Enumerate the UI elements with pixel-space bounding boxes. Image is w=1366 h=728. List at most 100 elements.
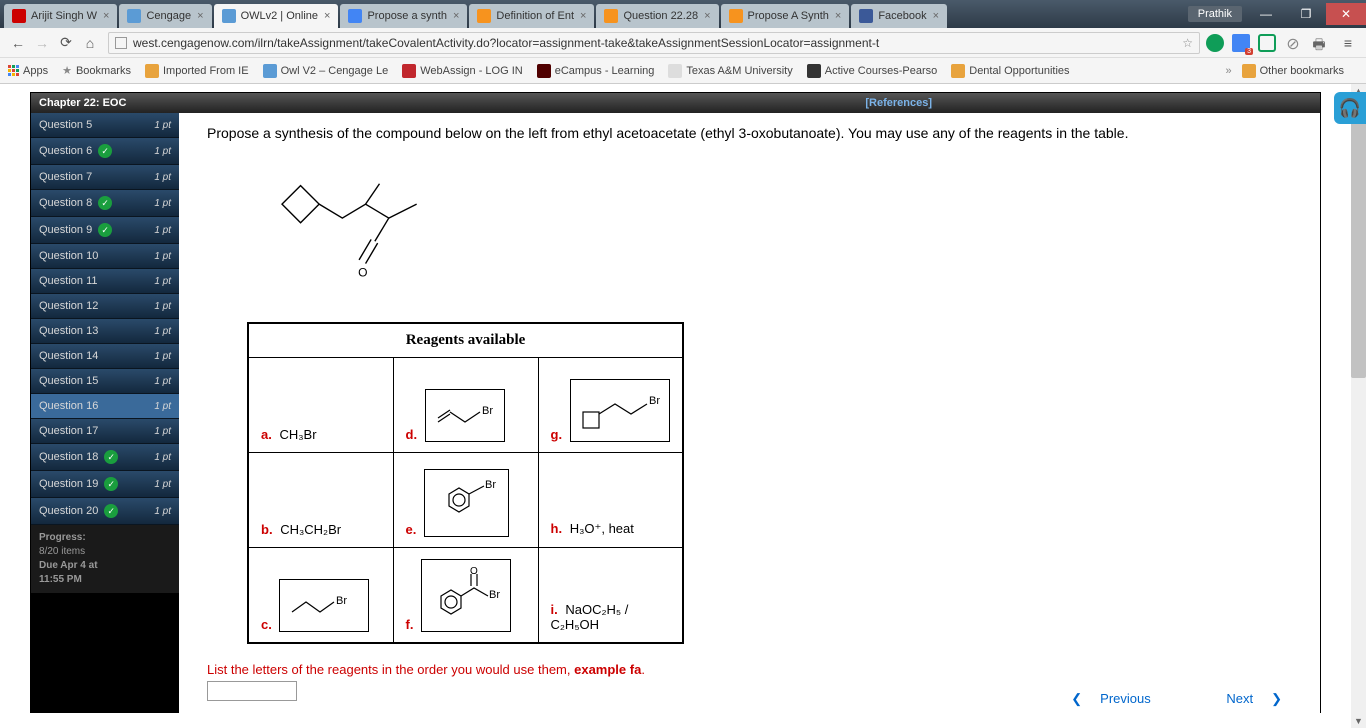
chapter-title: Chapter 22: EOC <box>39 97 126 109</box>
bookmark-item[interactable]: Active Courses-Pearso <box>807 64 938 78</box>
bookmarks-overflow[interactable]: » <box>1226 65 1232 77</box>
reagent-d: d. Br <box>393 358 538 453</box>
bookmark-item[interactable]: eCampus - Learning <box>537 64 655 78</box>
menu-button[interactable]: ≡ <box>1336 31 1360 55</box>
question-label: Question 15 <box>39 375 98 387</box>
question-label: Question 20 <box>39 505 98 517</box>
browser-tab[interactable]: Cengage× <box>119 4 211 28</box>
question-label: Question 13 <box>39 325 98 337</box>
answer-input[interactable] <box>207 681 297 701</box>
question-item[interactable]: Question 18✓1 pt <box>31 444 179 471</box>
bookmark-icon <box>537 64 551 78</box>
user-badge[interactable]: Prathik <box>1188 6 1242 22</box>
bookmark-item[interactable]: Owl V2 – Cengage Le <box>263 64 389 78</box>
maximize-button[interactable]: ❐ <box>1286 3 1326 25</box>
reagent-g: g. Br <box>538 358 683 453</box>
browser-tab[interactable]: Definition of Ent× <box>469 4 594 28</box>
bookmark-item[interactable]: Dental Opportunities <box>951 64 1069 78</box>
question-item[interactable]: Question 161 pt <box>31 394 179 419</box>
star-icon: ★ <box>62 64 72 77</box>
tab-close-icon[interactable]: × <box>103 10 109 22</box>
answer-instruction: List the letters of the reagents in the … <box>207 662 1292 677</box>
reagent-f: f. OBr <box>393 548 538 643</box>
check-icon: ✓ <box>104 450 118 464</box>
question-item[interactable]: Question 111 pt <box>31 269 179 294</box>
question-points: 1 pt <box>154 401 171 412</box>
question-label: Question 19 <box>39 478 98 490</box>
ext-icon-1[interactable] <box>1206 34 1224 52</box>
reload-button[interactable]: ⟳ <box>54 31 78 55</box>
reagent-e: e. Br <box>393 453 538 548</box>
svg-text:Br: Br <box>649 395 660 407</box>
window-titlebar: Arijit Singh W×Cengage×OWLv2 | Online×Pr… <box>0 0 1366 28</box>
question-label: Question 12 <box>39 300 98 312</box>
star-icon[interactable]: ☆ <box>1182 36 1193 50</box>
browser-tab[interactable]: OWLv2 | Online× <box>214 4 339 28</box>
ext-icon-4[interactable]: ⊘ <box>1284 34 1302 52</box>
question-label: Question 6 <box>39 145 92 157</box>
tab-close-icon[interactable]: × <box>835 10 841 22</box>
next-button[interactable]: Next❯ <box>1208 691 1282 706</box>
question-item[interactable]: Question 8✓1 pt <box>31 190 179 217</box>
question-item[interactable]: Question 171 pt <box>31 419 179 444</box>
question-item[interactable]: Question 9✓1 pt <box>31 217 179 244</box>
question-item[interactable]: Question 141 pt <box>31 344 179 369</box>
back-button[interactable]: ← <box>6 31 30 55</box>
question-item[interactable]: Question 12 1 pt <box>31 294 179 319</box>
bookmark-item[interactable]: Imported From IE <box>145 64 249 78</box>
question-points: 1 pt <box>154 301 171 312</box>
reagent-c: c. Br <box>248 548 393 643</box>
tab-label: Facebook <box>878 10 926 22</box>
tab-close-icon[interactable]: × <box>580 10 586 22</box>
question-points: 1 pt <box>154 251 171 262</box>
home-button[interactable]: ⌂ <box>78 31 102 55</box>
question-points: 1 pt <box>154 506 171 517</box>
browser-tab[interactable]: Facebook × <box>851 4 947 28</box>
tab-close-icon[interactable]: × <box>453 10 459 22</box>
check-icon: ✓ <box>98 223 112 237</box>
page-scrollbar[interactable]: ▲ ▼ <box>1351 84 1366 728</box>
question-label: Question 9 <box>39 224 92 236</box>
tab-close-icon[interactable]: × <box>197 10 203 22</box>
question-item[interactable]: Question 19✓1 pt <box>31 471 179 498</box>
svg-text:Br: Br <box>336 595 347 607</box>
bookmark-item[interactable]: WebAssign - LOG IN <box>402 64 523 78</box>
ext-icon-2[interactable]: 3 <box>1232 34 1250 52</box>
references-link[interactable]: [References] <box>865 97 932 109</box>
close-button[interactable]: ✕ <box>1326 3 1366 25</box>
question-item[interactable]: Question 51 pt <box>31 113 179 138</box>
browser-tab[interactable]: Propose A Synth× <box>721 4 850 28</box>
ext-icon-3[interactable] <box>1258 34 1276 52</box>
question-points: 1 pt <box>154 479 171 490</box>
bookmark-item[interactable]: Texas A&M University <box>668 64 792 78</box>
question-item[interactable]: Question 6✓1 pt <box>31 138 179 165</box>
reagent-i: i. NaOC₂H₅ / C₂H₅OH <box>538 548 683 643</box>
question-item[interactable]: Question 131 pt <box>31 319 179 344</box>
scroll-down-icon[interactable]: ▼ <box>1351 714 1366 728</box>
reagents-table: Reagents available a. CH₃Br d. Br g. Br … <box>247 322 684 644</box>
tab-close-icon[interactable]: × <box>933 10 939 22</box>
question-item[interactable]: Question 71 pt <box>31 165 179 190</box>
address-bar[interactable]: west.cengagenow.com/ilrn/takeAssignment/… <box>108 32 1200 54</box>
browser-tab[interactable]: Question 22.28× <box>596 4 718 28</box>
print-icon[interactable]: 🖶 <box>1310 34 1328 52</box>
question-points: 1 pt <box>154 376 171 387</box>
scroll-thumb[interactable] <box>1351 98 1366 378</box>
prev-button[interactable]: ❮Previous <box>1071 691 1168 706</box>
svg-text:Br: Br <box>485 479 496 491</box>
tab-close-icon[interactable]: × <box>704 10 710 22</box>
bookmark-item[interactable]: Apps <box>8 64 48 78</box>
browser-tab[interactable]: Propose a synth× <box>340 4 467 28</box>
question-item[interactable]: Question 20 ✓ 1 pt <box>31 498 179 525</box>
question-points: 1 pt <box>154 198 171 209</box>
question-item[interactable]: Question 15 1 pt <box>31 369 179 394</box>
tab-close-icon[interactable]: × <box>324 10 330 22</box>
forward-button[interactable]: → <box>30 31 54 55</box>
browser-tab[interactable]: Arijit Singh W× <box>4 4 117 28</box>
help-button[interactable]: 🎧 <box>1334 92 1366 124</box>
minimize-button[interactable]: — <box>1246 3 1286 25</box>
other-bookmarks[interactable]: Other bookmarks <box>1242 64 1344 78</box>
question-item[interactable]: Question 101 pt <box>31 244 179 269</box>
check-icon: ✓ <box>104 504 118 518</box>
bookmark-item[interactable]: ★Bookmarks <box>62 64 131 78</box>
